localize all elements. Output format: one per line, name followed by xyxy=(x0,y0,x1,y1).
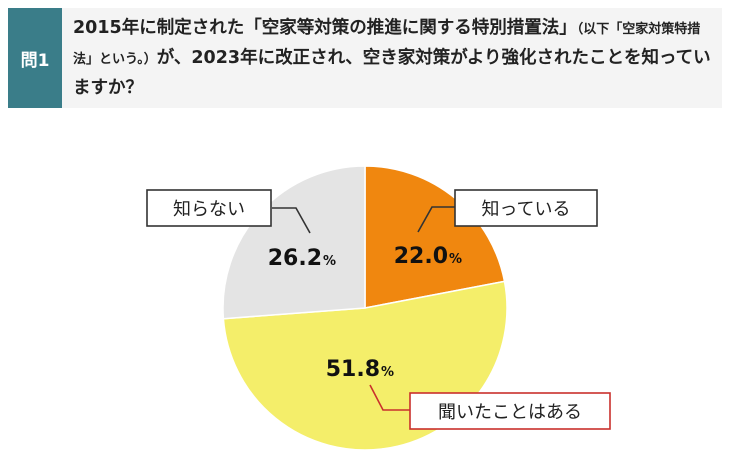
leader-line-unaware xyxy=(272,207,311,234)
leader-line-heard xyxy=(369,384,410,411)
question-text-main-1: 2015年に制定された「空家等対策の推進に関する特別措置法」 xyxy=(73,18,577,38)
value-unaware: 26.2 xyxy=(268,246,322,271)
question-text-note: （以下「空家対策特措法」という。） xyxy=(73,22,701,67)
value-aware: 22.0 xyxy=(394,244,448,269)
unit-heard: % xyxy=(381,365,394,380)
question-text-main-2: が、2023年に改正され、空き家対策がより強化されたことを知っていますか？ xyxy=(73,48,711,98)
pie-slice-unaware xyxy=(222,165,366,320)
question-number-tag: 問1 xyxy=(8,8,62,108)
label-aware: 知っている xyxy=(481,199,570,220)
label-unaware: 知らない xyxy=(173,199,245,220)
leader-line-aware xyxy=(417,206,455,233)
label-box-unaware xyxy=(146,189,272,227)
label-heard: 聞いたことはある xyxy=(438,402,582,423)
question-text: 2015年に制定された「空家等対策の推進に関する特別措置法」（以下「空家対策特措… xyxy=(73,14,718,102)
question-box: 問1 2015年に制定された「空家等対策の推進に関する特別措置法」（以下「空家対… xyxy=(8,8,722,108)
unit-unaware: % xyxy=(323,254,336,269)
unit-aware: % xyxy=(449,252,462,267)
value-heard: 51.8 xyxy=(326,357,380,382)
label-box-aware xyxy=(454,189,598,227)
label-box-heard xyxy=(409,392,611,430)
